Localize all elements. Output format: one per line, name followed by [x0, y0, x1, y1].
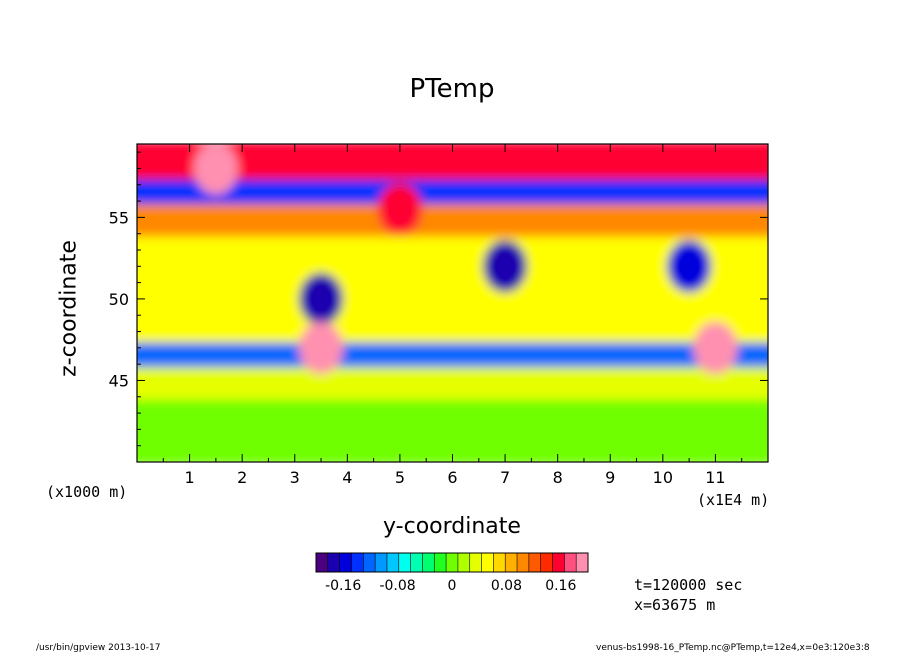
x-tick-label: 6	[447, 468, 457, 487]
heatmap-feature	[377, 183, 422, 236]
colorbar-cell	[517, 553, 530, 572]
colorbar-cell	[446, 553, 459, 572]
heatmap-feature	[299, 272, 344, 325]
x-tick-label: 11	[705, 468, 725, 487]
colorbar-cell	[386, 553, 400, 572]
colorbar-cell	[422, 553, 435, 572]
heatmap-feature	[693, 321, 738, 374]
chart-title: PTemp	[409, 74, 495, 104]
heatmap-feature	[299, 321, 344, 374]
colorbar-cell	[469, 553, 482, 572]
y-axis-label: z-coordinate	[56, 240, 82, 377]
colorbar-cell	[481, 553, 494, 572]
colorbar-tick-label: 0.16	[545, 578, 576, 594]
heatmap-band	[137, 230, 768, 343]
colorbar-cell	[316, 553, 329, 572]
heatmap-band	[137, 393, 768, 462]
heatmap-feature	[193, 144, 238, 195]
x-tick-label: 1	[184, 468, 194, 487]
heatmap-field	[137, 144, 768, 462]
footer-program-date: /usr/bin/gpview 2013-10-17	[36, 643, 161, 653]
heatmap-feature	[667, 240, 712, 293]
colorbar-frame	[315, 552, 589, 573]
heatmap-band	[137, 361, 768, 400]
x-axis-ticks: 1 2 3 4 5 6 7 8 9 10 11	[162, 144, 743, 487]
colorbar-cell	[327, 553, 340, 572]
colorbar-cell	[576, 553, 589, 572]
colorbar-cell	[410, 553, 423, 572]
colorbar-tick-label: 0.08	[491, 578, 522, 594]
y-axis-ticks: 45 50 55	[109, 151, 768, 447]
x-axis-label: y-coordinate	[383, 514, 521, 539]
colorbar-cell	[552, 553, 565, 572]
x-tick-label: 4	[342, 468, 352, 487]
colorbar-cell	[363, 553, 376, 572]
colorbar: -0.16 -0.08 0 0.08 0.16	[315, 552, 589, 594]
colorbar-cell	[493, 553, 506, 572]
colorbar-tick-label: -0.08	[379, 578, 415, 594]
colorbar-cell	[398, 553, 411, 572]
x-tick-label: 8	[553, 468, 563, 487]
colorbar-cell	[457, 553, 471, 572]
x-tick-label: 3	[290, 468, 300, 487]
x-unit-right-label: (x1E4 m)	[697, 491, 770, 509]
colorbar-cell	[375, 553, 388, 572]
x-tick-label: 7	[500, 468, 510, 487]
colorbar-cell	[434, 553, 447, 572]
time-annotation: t=120000 sec	[634, 576, 743, 594]
y-tick-label: 55	[109, 208, 129, 227]
footer-source-file: venus-bs1998-16_PTemp.nc@PTemp,t=12e4,x=…	[596, 643, 870, 653]
heatmap-band	[137, 198, 768, 237]
y-tick-label: 45	[109, 371, 129, 390]
colorbar-tick-label: 0	[448, 578, 457, 594]
x-tick-label: 5	[395, 468, 405, 487]
x-tick-label: 9	[605, 468, 615, 487]
colorbar-cell	[540, 553, 553, 572]
x-tick-label: 2	[237, 468, 247, 487]
heatmap-feature	[483, 240, 528, 293]
x-tick-label: 10	[653, 468, 673, 487]
colorbar-cell	[528, 553, 541, 572]
x-unit-left-label: (x1000 m)	[46, 483, 128, 501]
colorbar-cell	[564, 553, 577, 572]
position-annotation: x=63675 m	[634, 596, 716, 614]
y-tick-label: 50	[109, 290, 129, 309]
colorbar-tick-label: -0.16	[325, 578, 361, 594]
colorbar-cell	[351, 553, 364, 572]
colorbar-cell	[339, 553, 352, 572]
colorbar-cell	[505, 553, 518, 572]
